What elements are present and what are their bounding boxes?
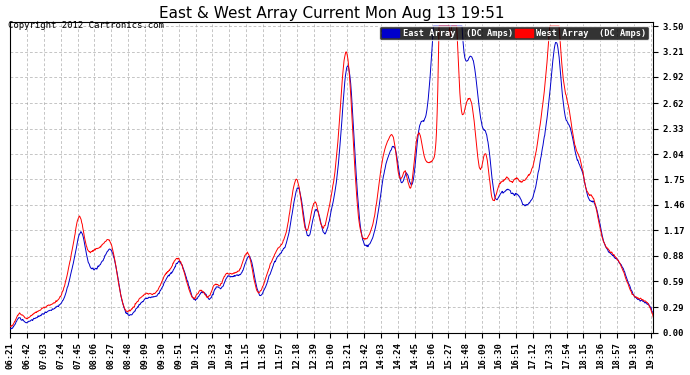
- Legend: East Array  (DC Amps), West Array  (DC Amps): East Array (DC Amps), West Array (DC Amp…: [380, 26, 649, 40]
- Title: East & West Array Current Mon Aug 13 19:51: East & West Array Current Mon Aug 13 19:…: [159, 6, 504, 21]
- Text: Copyright 2012 Cartronics.com: Copyright 2012 Cartronics.com: [8, 21, 164, 30]
